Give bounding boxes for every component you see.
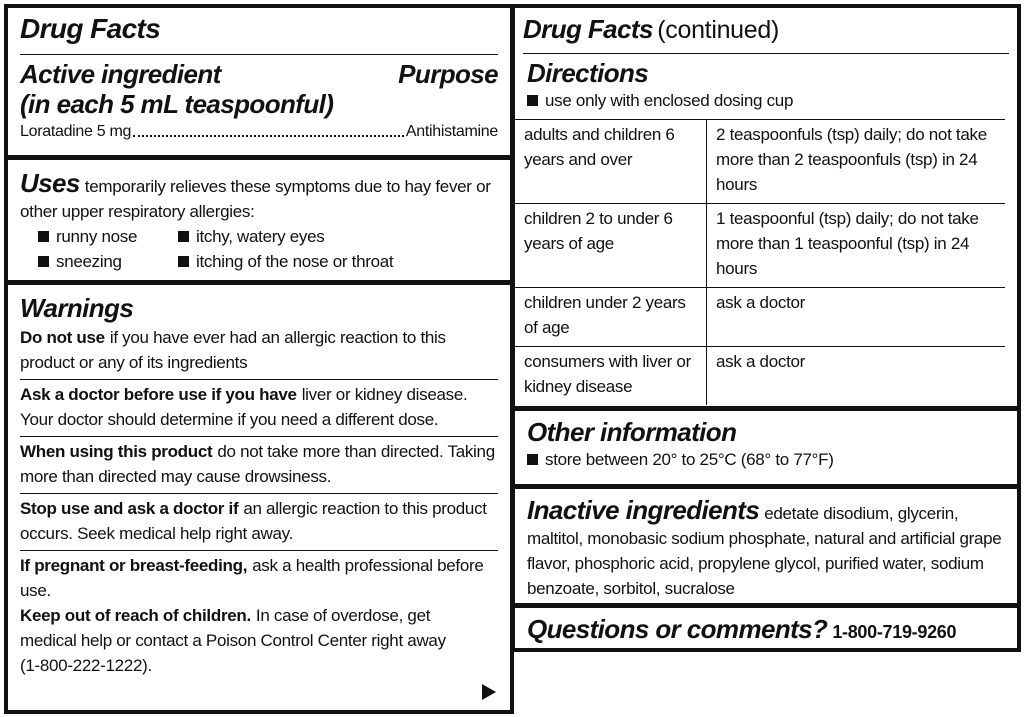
ingredient-row: Loratadine 5 mg Antihistamine [20, 119, 498, 144]
lead: Stop use and ask a doctor if [20, 499, 239, 518]
warning: Stop use and ask a doctor if an allergic … [20, 493, 498, 550]
heading: Active ingredient [20, 59, 221, 89]
text: temporarily relieves these symptoms due … [20, 177, 491, 221]
who: children 2 to under 6 years of age [515, 203, 707, 288]
warning: Keep out of reach of children. In case of… [20, 603, 498, 678]
lead: When using this product [20, 442, 213, 461]
left-panel: Drug Facts Active ingredient Purpose (in… [4, 4, 514, 714]
symptom-list: runny nose itchy, watery eyes sneezing i… [20, 224, 498, 274]
warnings-section: Warnings Do not use if you have ever had … [8, 280, 510, 712]
who: consumers with liver or kidney disease [515, 346, 707, 405]
text: ask a health professional before use. [20, 556, 484, 600]
warning: Do not use if you have ever had an allerg… [20, 323, 498, 379]
purpose: Antihistamine [405, 123, 498, 140]
title-section: Drug Facts (continued) [523, 8, 1009, 54]
symptom: sneezing [38, 249, 178, 274]
title-note: (continued) [657, 16, 780, 44]
heading: Warnings [20, 293, 134, 323]
row: consumers with liver or kidney disease as… [515, 346, 1005, 405]
symptom: itchy, watery eyes [178, 224, 478, 249]
heading: Purpose [398, 59, 498, 89]
title: Drug Facts [523, 14, 653, 44]
row: children under 2 years of age ask a docto… [515, 287, 1005, 347]
who: children under 2 years of age [515, 287, 707, 347]
directions-table: adults and children 6 years and over 2 te… [515, 119, 1005, 405]
lead: Ask a doctor before use if you have [20, 385, 297, 404]
item: store between 20° to 25°C (68° to 77°F) [527, 447, 1005, 472]
dose: ask a doctor [706, 287, 1005, 347]
text: liver or kidney disease. Your doctor sho… [20, 385, 468, 429]
warning: If pregnant or breast-feeding, ask a heal… [20, 550, 498, 603]
directions-section: Directions use only with enclosed dosing… [515, 54, 1017, 406]
other-info-section: Other information store between 20° to 2… [515, 406, 1017, 484]
phone: 1-800-719-9260 [832, 622, 957, 642]
heading: Inactive ingredients [527, 495, 760, 525]
who: adults and children 6 years and over [515, 119, 707, 204]
heading: Questions or comments? [527, 614, 828, 644]
heading: Uses [20, 168, 80, 198]
inactive-section: Inactive ingredients edetate disodium, gl… [515, 484, 1017, 603]
dose: 1 teaspoonful (tsp) daily; do not take m… [706, 203, 1005, 288]
title-section: Drug Facts [20, 8, 498, 55]
warning: When using this product do not take more … [20, 436, 498, 493]
lead: Do not use [20, 328, 105, 347]
heading: Other information [527, 417, 737, 447]
continue-arrow [482, 684, 496, 700]
symptom: itching of the nose or throat [178, 249, 478, 274]
ingredient: Loratadine 5 mg [20, 123, 132, 140]
row: adults and children 6 years and over 2 te… [515, 119, 1005, 204]
symptom: runny nose [38, 224, 178, 249]
active-section: Active ingredient Purpose (in each 5 mL … [8, 55, 510, 155]
text: In case of overdose, get medical help or… [20, 606, 446, 675]
subheading: (in each 5 mL teaspoonful) [20, 89, 334, 119]
active-head: Active ingredient Purpose [20, 59, 499, 89]
warning: Ask a doctor before use if you have liver… [20, 379, 498, 436]
text: edetate disodium, glycerin, maltitol, mo… [527, 504, 1002, 598]
text: if you have ever had an allergic reactio… [20, 328, 446, 372]
dot-leader [133, 119, 404, 137]
title: Drug Facts [20, 13, 161, 44]
dose: 2 teaspoonfuls (tsp) daily; do not take … [716, 125, 987, 194]
heading: Directions [527, 58, 649, 88]
text: do not take more than directed. Taking m… [20, 442, 495, 486]
row: children 2 to under 6 years of age 1 teas… [515, 203, 1005, 288]
text: an allergic reaction to this product occ… [20, 499, 487, 543]
uses-section: Uses temporarily relieves these symptoms … [8, 155, 510, 280]
questions-section: Questions or comments? 1-800-719-9260 [515, 603, 1017, 648]
right-panel: Drug Facts (continued) Directions use on… [511, 4, 1021, 652]
dose: ask a doctor [706, 346, 1005, 405]
lead: Keep out of reach of children. [20, 606, 251, 625]
note: use only with enclosed dosing cup [527, 88, 1005, 113]
lead: If pregnant or breast-feeding, [20, 556, 248, 575]
